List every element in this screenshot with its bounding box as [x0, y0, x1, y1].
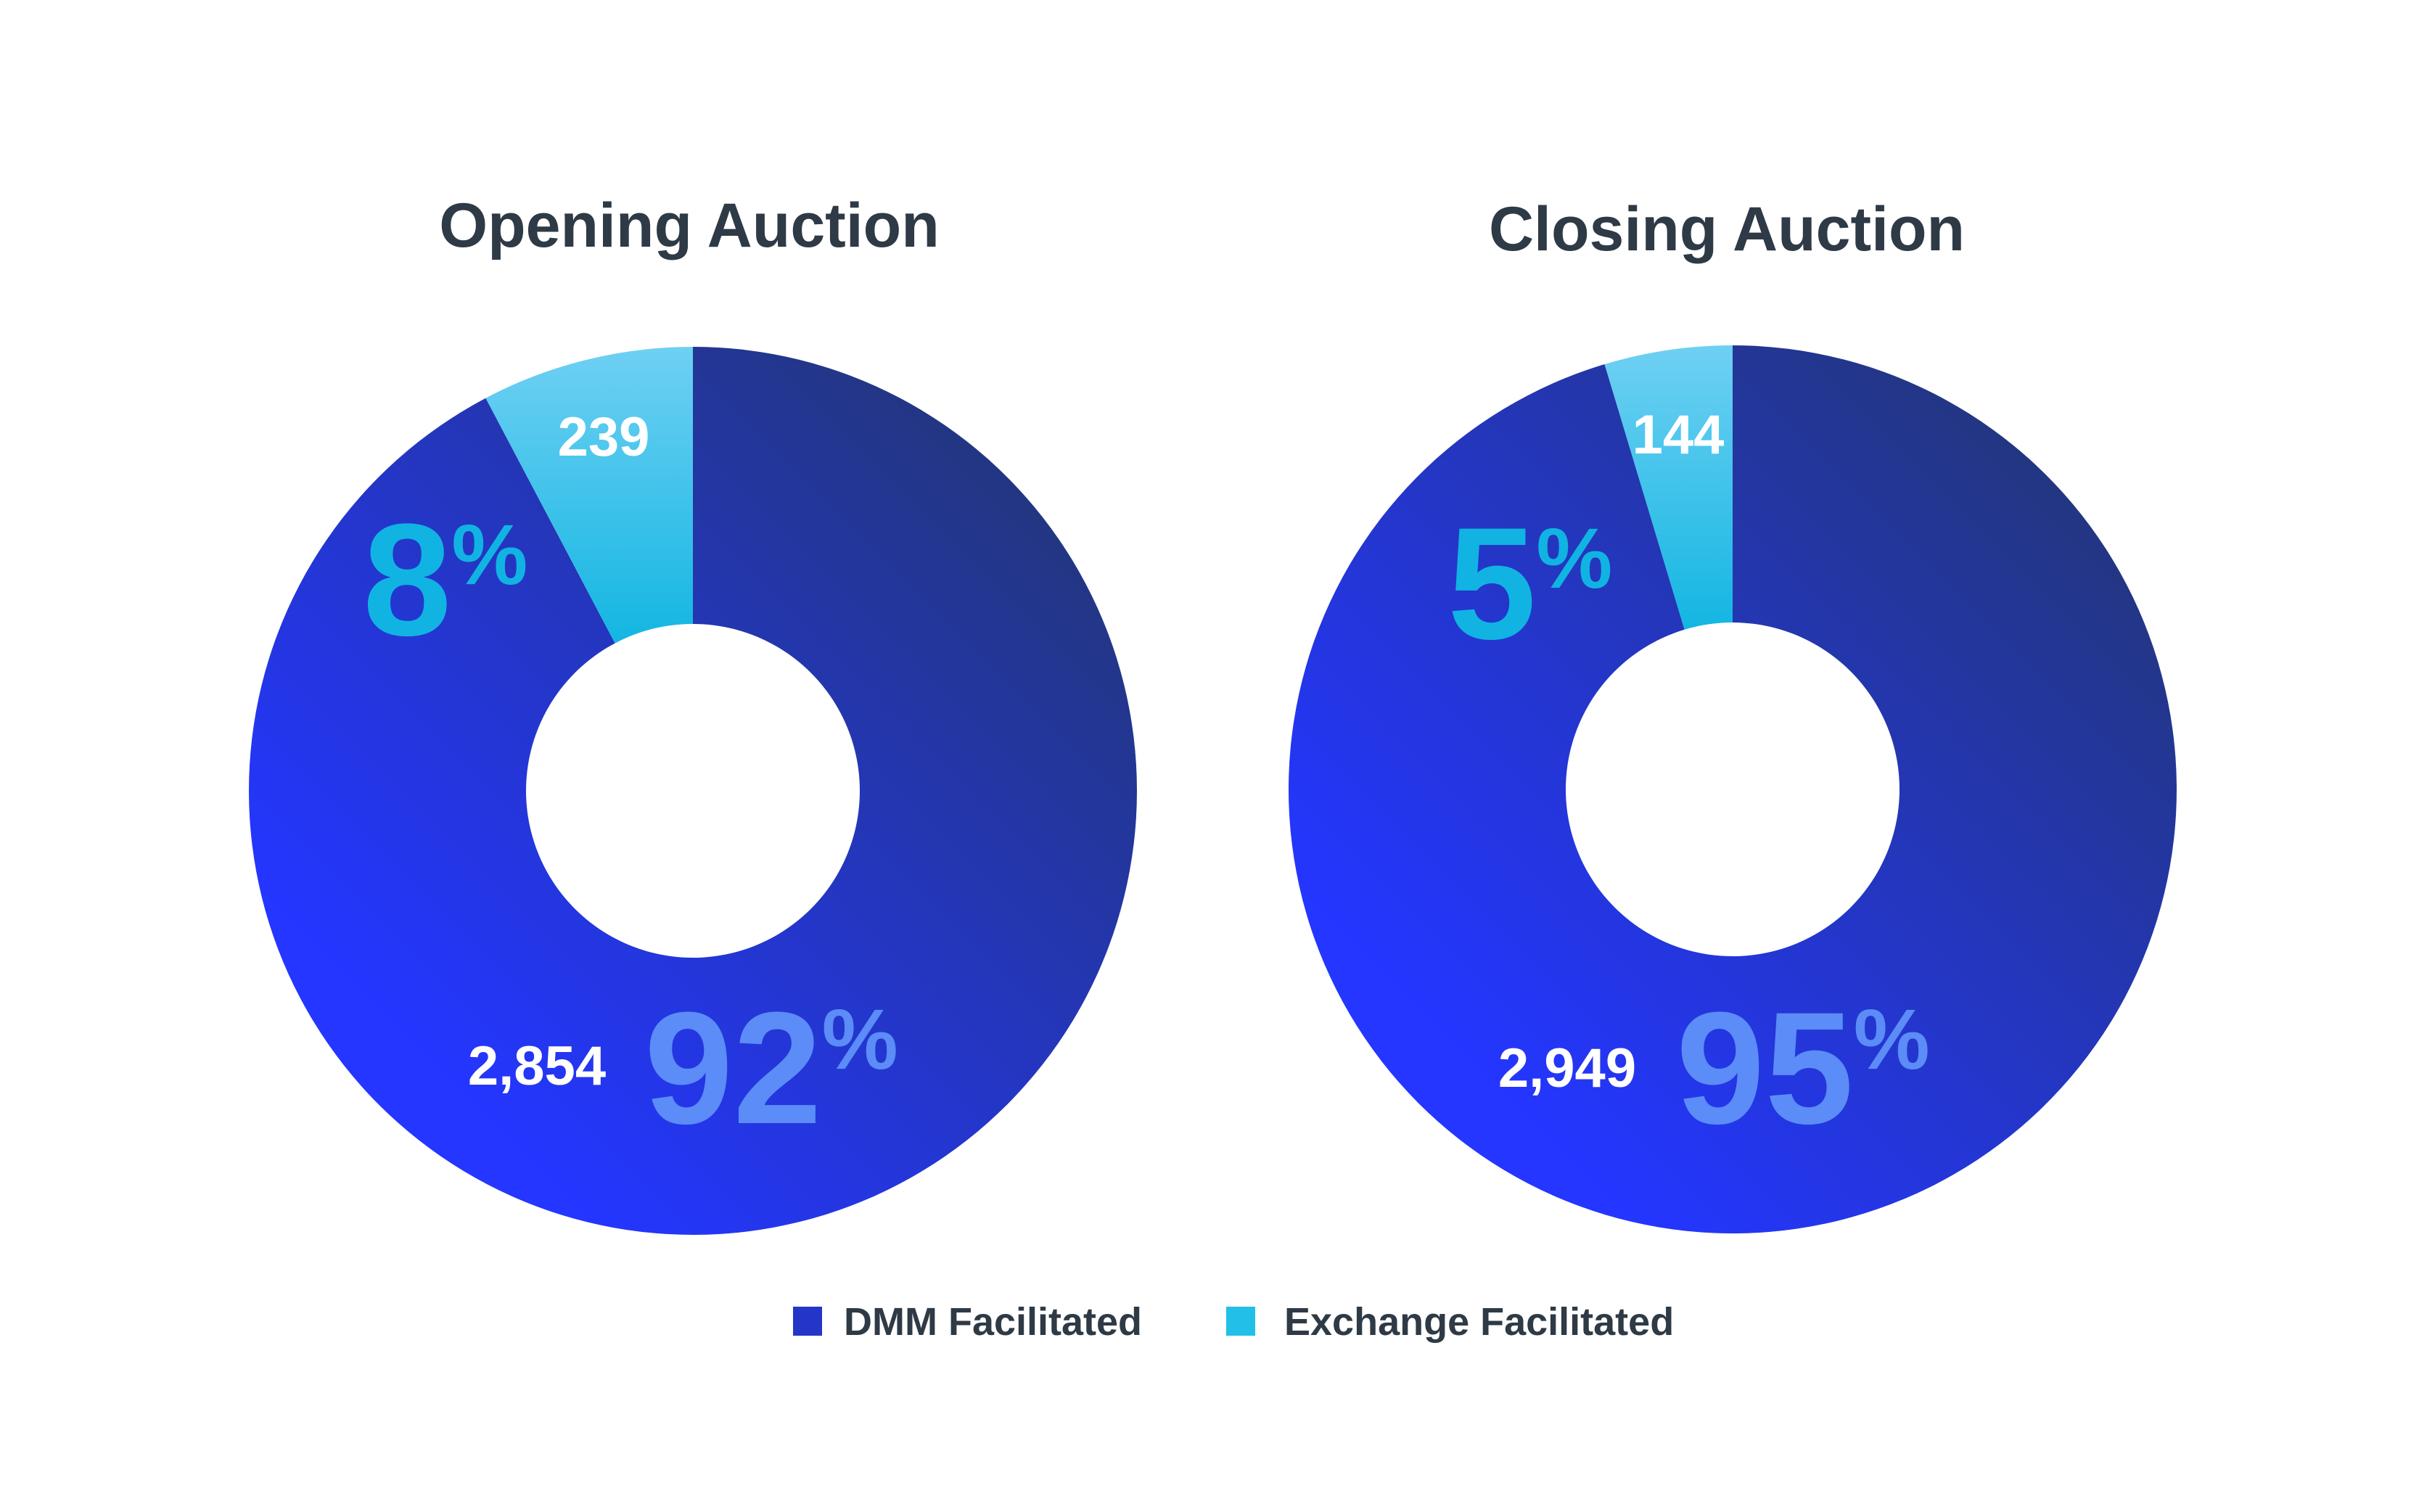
legend-item-exchange: Exchange Facilitated — [1226, 1300, 1674, 1344]
opening-dmm-count: 2,854 — [468, 1035, 606, 1097]
closing-dmm-percent-value: 95 — [1676, 979, 1854, 1157]
opening-dmm-percent-symbol: % — [822, 992, 898, 1088]
closing-dmm-slice — [1289, 345, 2177, 1233]
opening-dmm-percent: 92% — [644, 979, 898, 1157]
opening-dmm-percent-value: 92 — [644, 979, 822, 1157]
closing-dmm-percent: 95% — [1676, 979, 1930, 1157]
opening-exchange-percent-symbol: % — [451, 507, 527, 603]
legend-swatch-exchange — [1226, 1307, 1255, 1336]
opening-exchange-count: 239 — [558, 406, 650, 468]
legend-label-dmm: DMM Facilitated — [844, 1300, 1142, 1344]
closing-dmm-count: 2,949 — [1498, 1038, 1636, 1099]
closing-auction-chart: Closing Auction 144 5% 2,949 95% — [1289, 194, 2177, 1233]
closing-exchange-percent: 5% — [1447, 494, 1612, 673]
opening-exchange-percent: 8% — [363, 490, 527, 669]
opening-exchange-slice — [485, 347, 693, 644]
opening-exchange-percent-value: 8 — [363, 490, 451, 669]
closing-exchange-percent-value: 5 — [1447, 494, 1536, 673]
opening-auction-title: Opening Auction — [439, 191, 940, 260]
legend-item-dmm: DMM Facilitated — [793, 1300, 1142, 1344]
closing-exchange-slice — [1604, 345, 1733, 630]
closing-dmm-percent-symbol: % — [1854, 992, 1930, 1088]
legend-swatch-dmm — [793, 1307, 822, 1336]
closing-exchange-count: 144 — [1632, 404, 1725, 466]
legend-label-exchange: Exchange Facilitated — [1284, 1300, 1674, 1344]
legend: DMM Facilitated Exchange Facilitated — [793, 1300, 1674, 1344]
closing-auction-title: Closing Auction — [1489, 194, 1965, 264]
closing-exchange-percent-symbol: % — [1536, 511, 1612, 607]
opening-dmm-slice — [249, 347, 1138, 1235]
opening-auction-chart: Opening Auction 239 8% 2,854 92% — [249, 191, 1138, 1235]
